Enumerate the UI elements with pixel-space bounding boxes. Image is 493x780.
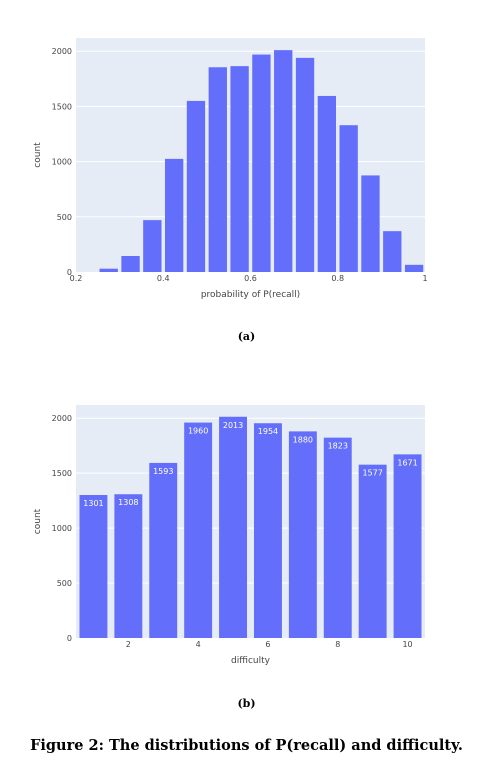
- y-tick-label: 500: [57, 579, 72, 588]
- bar: [253, 423, 282, 638]
- y-axis-title: count: [33, 142, 43, 168]
- y-tick-label: 2000: [52, 47, 72, 56]
- x-tick-label: 8: [335, 640, 340, 649]
- bar: [208, 67, 227, 272]
- bar: [230, 66, 249, 272]
- y-tick-label: 0: [67, 268, 72, 277]
- bar-value-label: 1301: [83, 499, 103, 508]
- bar-value-label: 1880: [293, 435, 313, 444]
- bar: [393, 454, 422, 638]
- bar-value-label: 1823: [328, 442, 348, 451]
- bar: [383, 231, 402, 272]
- y-tick-label: 1000: [52, 158, 72, 167]
- x-tick-label: 2: [126, 640, 131, 649]
- bar: [184, 422, 213, 638]
- bar: [219, 416, 248, 638]
- chart-recall-distribution: 0 500 1000 1500 2000 0.2 0.4 0.6 0.8 1 probability…: [33, 38, 428, 300]
- x-tick-label: 4: [196, 640, 201, 649]
- bar-value-label: 1577: [362, 469, 382, 478]
- y-tick-label: 0: [67, 634, 72, 643]
- y-tick-label: 1000: [52, 524, 72, 533]
- chart-difficulty-distribution: 0 500 1000 1500 2000 1301 1308 1593 1960 2013 1954…: [33, 405, 425, 666]
- x-tick-label: 0.4: [157, 274, 170, 283]
- bar-value-label: 1671: [397, 458, 417, 467]
- bar: [317, 95, 337, 272]
- x-tick-label: 0.8: [331, 274, 344, 283]
- bar-value-label: 1593: [153, 467, 173, 476]
- bar: [323, 437, 352, 638]
- panel-label-a: (a): [237, 330, 256, 343]
- bar: [186, 100, 206, 272]
- bar-value-label: 2013: [223, 421, 243, 430]
- x-axis-title: difficulty: [231, 656, 271, 666]
- bar: [339, 125, 358, 272]
- bar: [288, 431, 317, 638]
- x-tick-label: 6: [265, 640, 270, 649]
- bar: [143, 220, 162, 272]
- y-axis-title: count: [33, 508, 43, 534]
- bar-value-label: 1954: [258, 427, 278, 436]
- bar: [358, 464, 387, 638]
- bar: [99, 268, 118, 272]
- bar: [274, 50, 293, 272]
- bar: [252, 54, 271, 272]
- bar-value-label: 1960: [188, 427, 208, 436]
- bar: [149, 462, 178, 638]
- bar: [404, 264, 424, 272]
- figure-caption: Figure 2: The distributions of P(recall)…: [30, 737, 463, 754]
- y-tick-label: 1500: [52, 102, 72, 111]
- x-tick-label: 10: [402, 640, 412, 649]
- y-tick-label: 2000: [52, 414, 72, 423]
- x-axis-title: probability of P(recall): [201, 290, 300, 300]
- x-tick-label: 0.6: [244, 274, 257, 283]
- x-tick-label: 0.2: [70, 274, 83, 283]
- bar: [295, 57, 315, 273]
- x-tick-label: 1: [422, 274, 427, 283]
- bar: [361, 175, 380, 272]
- y-tick-label: 500: [57, 213, 72, 222]
- bar: [164, 158, 184, 272]
- y-tick-label: 1500: [52, 469, 72, 478]
- bar: [79, 495, 108, 638]
- panel-label-b: (b): [237, 697, 256, 710]
- bar: [121, 255, 140, 272]
- bar-value-label: 1308: [118, 498, 138, 507]
- bar: [114, 494, 143, 638]
